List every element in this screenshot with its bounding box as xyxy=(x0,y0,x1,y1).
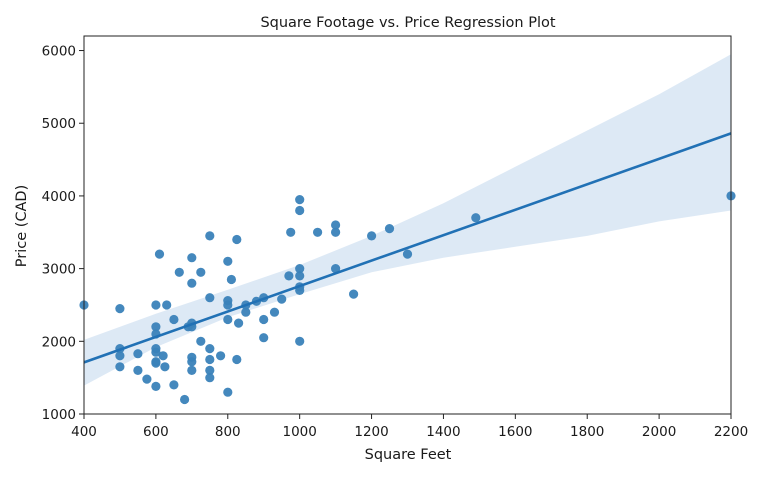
x-tick-label: 1200 xyxy=(354,424,388,440)
data-point xyxy=(331,220,341,230)
data-point xyxy=(151,347,161,357)
data-point xyxy=(226,274,236,285)
data-point xyxy=(187,365,197,375)
data-point xyxy=(269,307,280,317)
data-point xyxy=(384,224,395,234)
data-point xyxy=(223,314,233,325)
data-point xyxy=(133,365,143,375)
data-point xyxy=(259,314,269,325)
x-tick-label: 600 xyxy=(143,424,169,440)
plot-area xyxy=(79,54,736,405)
data-point xyxy=(162,300,172,310)
data-point xyxy=(169,314,179,325)
data-point xyxy=(205,365,215,375)
x-axis-label: Square Feet xyxy=(365,447,452,463)
data-point xyxy=(286,227,296,237)
data-point xyxy=(295,205,305,216)
data-point xyxy=(259,333,269,343)
data-point xyxy=(367,231,377,241)
plot-frame xyxy=(83,35,732,415)
data-point xyxy=(196,267,206,277)
x-tick-label: 1000 xyxy=(282,424,316,440)
x-tick-label: 1400 xyxy=(426,424,460,440)
confidence-band xyxy=(84,54,731,386)
y-tick-label: 1000 xyxy=(42,407,76,423)
axes: 400 600 800 1000 1200 1400 1600 1800 2000 2200 100… xyxy=(42,35,748,440)
data-point xyxy=(349,289,359,299)
x-tick-label: 2000 xyxy=(642,424,676,440)
data-point xyxy=(295,264,305,274)
y-tick-label: 6000 xyxy=(42,44,76,60)
data-point xyxy=(241,307,251,317)
data-point xyxy=(151,300,161,310)
data-point xyxy=(187,278,197,288)
data-point xyxy=(151,358,161,368)
data-point xyxy=(115,304,125,314)
data-point xyxy=(154,249,165,259)
x-tick-label: 400 xyxy=(71,424,97,440)
data-point xyxy=(295,195,305,205)
x-tick-label: 2200 xyxy=(714,424,748,440)
data-point xyxy=(187,357,197,367)
data-point xyxy=(277,294,287,304)
data-point xyxy=(402,249,413,259)
data-point xyxy=(232,234,242,245)
y-axis-label: Price (CAD) xyxy=(14,185,30,268)
data-point xyxy=(223,387,233,397)
data-point xyxy=(205,231,215,241)
regression-line xyxy=(83,132,732,364)
data-point xyxy=(169,380,179,390)
chart-title: Square Footage vs. Price Regression Plot xyxy=(260,15,555,31)
data-point xyxy=(295,271,305,281)
x-tick-label: 1600 xyxy=(498,424,532,440)
y-tick-label: 2000 xyxy=(42,334,76,350)
data-point xyxy=(160,362,170,372)
data-point xyxy=(205,373,215,383)
data-point xyxy=(331,227,341,237)
y-tick-label: 5000 xyxy=(42,116,76,132)
x-tick-label: 1800 xyxy=(570,424,604,440)
data-point xyxy=(205,354,215,365)
data-point xyxy=(158,351,168,361)
data-point xyxy=(313,227,323,237)
data-point xyxy=(232,354,242,365)
y-tick-label: 4000 xyxy=(42,189,76,205)
data-point xyxy=(223,256,233,266)
data-point xyxy=(174,267,184,277)
data-point xyxy=(180,394,190,405)
data-point xyxy=(223,300,233,310)
data-point xyxy=(196,336,206,346)
data-point xyxy=(115,351,125,361)
data-point xyxy=(187,253,197,263)
data-point xyxy=(133,349,143,359)
data-point xyxy=(205,293,215,303)
y-tick-label: 3000 xyxy=(42,262,76,278)
data-point xyxy=(151,381,161,391)
data-point xyxy=(205,344,215,354)
data-point xyxy=(471,213,481,223)
data-point xyxy=(115,362,125,372)
data-point xyxy=(331,264,341,274)
data-point xyxy=(234,318,244,328)
data-point xyxy=(295,336,305,346)
data-point xyxy=(284,271,294,281)
data-point xyxy=(151,322,161,332)
x-tick-label: 800 xyxy=(215,424,241,440)
data-point xyxy=(142,374,152,384)
data-point xyxy=(216,351,226,361)
